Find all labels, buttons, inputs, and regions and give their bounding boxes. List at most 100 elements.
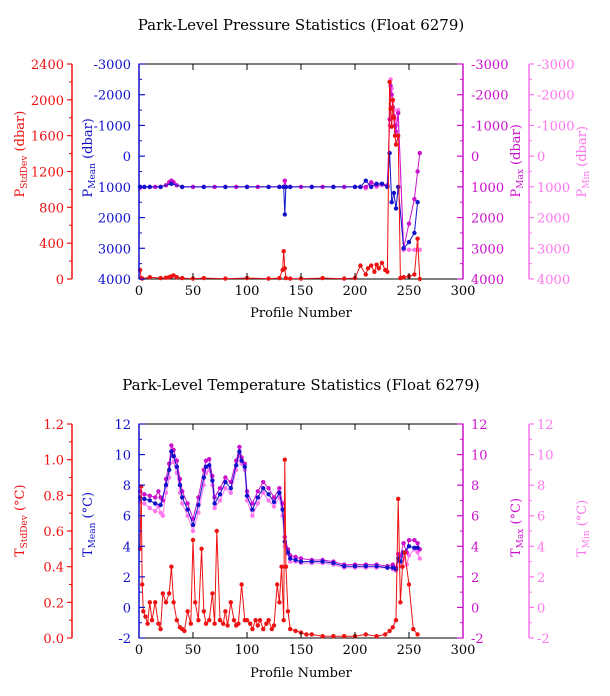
data-point-stddev [282, 266, 287, 271]
data-point-min [266, 498, 271, 503]
data-point-stddev [180, 275, 185, 281]
data-point-stddev [389, 124, 394, 129]
data-point-stddev [387, 628, 392, 634]
x-axis-label: Profile Number [250, 666, 353, 681]
y-tick-label-mean: 3000 [98, 242, 131, 257]
data-point-stddev [221, 621, 226, 626]
y-tick-label-min: 1000 [537, 181, 570, 196]
data-point-stddev [190, 537, 196, 543]
y-axis-label-max: PMax (dbar) [509, 124, 526, 197]
data-point-max [298, 556, 304, 561]
data-point-stddev [402, 550, 407, 555]
x-tick-label: 200 [343, 643, 368, 658]
data-point-mean [250, 507, 255, 512]
data-point-mean [190, 522, 196, 528]
series-line-min [139, 79, 420, 251]
data-point-stddev [358, 263, 363, 268]
data-point-mean [261, 486, 266, 491]
series-line-mean [140, 153, 419, 250]
y-tick-label-stddev: 1.2 [43, 418, 64, 433]
data-point-mean [358, 184, 363, 190]
data-point-mean [277, 184, 282, 190]
data-point-mean [393, 567, 399, 572]
data-point-stddev [283, 275, 289, 281]
y-tick-label-mean: 0 [123, 601, 131, 616]
data-point-mean [234, 463, 239, 468]
data-point-mean [201, 475, 206, 480]
data-point-mean [393, 206, 399, 211]
y-tick-label-max: -2 [471, 632, 484, 647]
data-point-stddev [174, 618, 179, 623]
y-tick-label-min: 12 [537, 418, 554, 433]
x-tick-label: 0 [135, 284, 143, 299]
data-point-stddev [396, 496, 401, 502]
data-point-mean [298, 559, 304, 564]
data-point-min [180, 501, 185, 506]
data-point-stddev [210, 591, 215, 596]
x-tick-label: 250 [397, 643, 422, 658]
data-point-max [363, 184, 368, 190]
y-tick-label-stddev: 800 [39, 201, 64, 216]
data-point-max [369, 180, 374, 185]
data-point-stddev [212, 621, 217, 626]
data-point-stddev [285, 609, 291, 614]
x-tick-label: 300 [451, 284, 476, 299]
data-point-mean [212, 501, 217, 506]
data-point-mean [283, 184, 289, 190]
data-point-max [282, 178, 287, 183]
data-point-stddev [266, 276, 271, 281]
data-point-stddev [391, 115, 397, 121]
data-point-stddev [374, 634, 379, 639]
data-point-stddev [264, 621, 269, 626]
y-tick-label-max: 4000 [471, 273, 504, 288]
data-point-stddev [196, 618, 201, 623]
data-point-stddev [283, 564, 289, 569]
data-point-stddev [188, 621, 193, 626]
data-point-mean [153, 501, 158, 506]
data-point-stddev [342, 634, 347, 639]
data-point-mean [412, 230, 417, 236]
data-point-mean [369, 184, 374, 190]
data-point-stddev [158, 626, 163, 632]
data-point-mean [331, 184, 336, 190]
data-point-min [212, 505, 217, 511]
y-tick-label-min: 6 [537, 510, 545, 525]
data-point-stddev [158, 275, 163, 281]
data-point-stddev [255, 623, 260, 628]
data-point-max [412, 196, 417, 202]
data-point-stddev [281, 618, 286, 623]
y-tick-label-mean: -2000 [94, 89, 131, 104]
data-point-mean [352, 184, 358, 190]
data-point-mean [255, 495, 260, 500]
y-axis-label-max: TMax (°C) [509, 498, 526, 557]
series-line-stddev [139, 81, 421, 280]
data-point-stddev [412, 272, 417, 277]
y-tick-label-max: -1000 [471, 119, 508, 134]
data-point-max [277, 486, 282, 491]
data-point-mean [244, 184, 250, 190]
x-tick-label: 50 [185, 284, 202, 299]
y-axis-label-mean: TMean (°C) [81, 492, 98, 557]
data-point-stddev [174, 275, 179, 280]
data-point-max [406, 538, 412, 543]
data-point-mean [242, 464, 247, 469]
data-point-mean [210, 478, 215, 483]
data-point-max [185, 501, 190, 506]
data-point-stddev [141, 609, 146, 614]
data-point-min [271, 504, 277, 509]
y-tick-label-min: -3000 [537, 58, 574, 73]
x-tick-label: 0 [135, 643, 143, 658]
series-layer [137, 77, 422, 282]
y-tick-label-min: 4000 [537, 273, 570, 288]
data-point-stddev [244, 618, 250, 623]
data-point-stddev [293, 628, 298, 634]
data-point-stddev [228, 600, 233, 605]
data-point-mean [277, 490, 282, 495]
data-point-max [142, 492, 147, 497]
x-axis-label: Profile Number [250, 306, 353, 321]
x-tick-label: 300 [451, 643, 476, 658]
data-point-stddev [145, 621, 150, 626]
data-point-stddev [253, 618, 258, 623]
data-point-stddev [201, 275, 206, 281]
y-tick-label-max: 3000 [471, 242, 504, 257]
